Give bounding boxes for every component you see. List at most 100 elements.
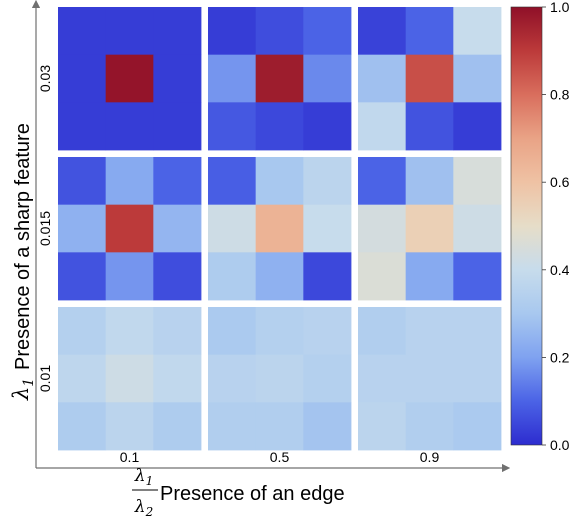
heatmap-cell	[153, 204, 202, 253]
heatmap-cell	[358, 157, 407, 206]
y-tick-label: 0.03	[37, 65, 53, 92]
colorbar-tick-label: 0.4	[550, 262, 570, 278]
heatmap-cell	[208, 307, 257, 356]
heatmap-cell	[255, 307, 304, 356]
heatmap-cell	[255, 402, 304, 451]
heatmap-cell	[453, 204, 502, 253]
heatmap-cell	[255, 157, 304, 206]
x-label-fraction-denominator: λ2	[134, 497, 153, 519]
y-axis-label: Presence of a sharp feature	[12, 123, 34, 370]
colorbar-ticks: 0.0 0.2 0.4 0.6 0.8 1.0	[542, 0, 570, 453]
colorbar-tick-label: 0.8	[550, 87, 570, 103]
heatmap-cell	[58, 402, 107, 451]
heatmap-cell	[303, 354, 352, 403]
x-tick-label: 0.1	[120, 449, 140, 465]
heatmap-cell	[105, 307, 154, 356]
heatmap-cell	[453, 402, 502, 451]
heatmap-cell	[358, 252, 407, 301]
heatmap-cell	[405, 157, 454, 206]
heatmap-cell	[58, 252, 107, 301]
heatmap-cell	[208, 204, 257, 253]
y-tick-label: 0.015	[37, 211, 53, 246]
x-tick-label: 0.9	[420, 449, 440, 465]
heatmap-cell	[58, 204, 107, 253]
heatmap-cell	[105, 204, 154, 253]
heatmap-cell	[358, 204, 407, 253]
heatmap-cell	[58, 354, 107, 403]
heatmap-cell	[208, 7, 257, 56]
heatmap-cell	[105, 7, 154, 56]
heatmap-cell	[303, 54, 352, 103]
heatmap-cell	[405, 402, 454, 451]
heatmap-cell	[208, 54, 257, 103]
heatmap-cell	[255, 204, 304, 253]
colorbar-tick-label: 0.2	[550, 349, 570, 365]
heatmap-cell	[303, 204, 352, 253]
heatmap-cell	[105, 54, 154, 103]
heatmap-cell	[303, 157, 352, 206]
x-label-fraction-numerator: λ1	[134, 466, 153, 488]
heatmap-cell	[255, 54, 304, 103]
heatmap-cell	[405, 354, 454, 403]
heatmap-cell	[153, 252, 202, 301]
heatmap-cell	[105, 157, 154, 206]
heatmap-cell	[105, 402, 154, 451]
heatmap-cell	[58, 54, 107, 103]
heatmap-cell	[358, 54, 407, 103]
heatmap-cell	[303, 102, 352, 151]
heatmap-cell	[358, 402, 407, 451]
x-tick-label: 0.5	[270, 449, 290, 465]
heatmap-cell	[405, 7, 454, 56]
heatmap-cell	[153, 354, 202, 403]
heatmap-cell	[405, 252, 454, 301]
heatmap-cell	[405, 307, 454, 356]
heatmap-cell	[208, 402, 257, 451]
tick-labels: 0.1 0.5 0.9 0.03 0.015 0.01	[37, 65, 439, 465]
heatmap-cell	[153, 307, 202, 356]
heatmap-cell	[453, 157, 502, 206]
heatmap-cell	[453, 252, 502, 301]
heatmap-cell	[303, 402, 352, 451]
heatmap-cell	[153, 7, 202, 56]
heatmap-cell	[453, 54, 502, 103]
heatmap-cell	[358, 7, 407, 56]
heatmap-cell	[153, 402, 202, 451]
heatmap-cell	[208, 102, 257, 151]
colorbar-tick-label: 0.6	[550, 174, 570, 190]
heatmap-cell	[58, 7, 107, 56]
heatmap-cell	[358, 102, 407, 151]
heatmap-cell	[58, 157, 107, 206]
colorbar-tick-label: 1.0	[550, 0, 570, 15]
heatmap-cell	[303, 252, 352, 301]
heatmap-cell	[153, 102, 202, 151]
heatmap-cell	[405, 102, 454, 151]
heatmap-cell	[255, 354, 304, 403]
heatmap-cell	[405, 54, 454, 103]
heatmap-cell	[105, 102, 154, 151]
heatmap-cell	[405, 204, 454, 253]
heatmap-cell	[208, 252, 257, 301]
heatmap-cell	[208, 354, 257, 403]
heatmap-cell	[105, 252, 154, 301]
y-label-lambda: λ1	[9, 378, 37, 401]
heatmap-cell	[255, 102, 304, 151]
colorbar-tick-label: 0.0	[550, 437, 570, 453]
heatmap-cell	[153, 54, 202, 103]
heatmap-cell	[453, 307, 502, 356]
y-tick-label: 0.01	[37, 365, 53, 392]
heatmap-cell	[58, 102, 107, 151]
heatmap-cell	[255, 252, 304, 301]
x-axis-label: Presence of an edge	[160, 483, 345, 505]
heatmap-cell	[303, 307, 352, 356]
heatmap-cell	[208, 157, 257, 206]
heatmap-cell	[453, 7, 502, 56]
colorbar	[510, 6, 543, 446]
heatmap-cell	[58, 307, 107, 356]
heatmap-cell	[255, 7, 304, 56]
heatmap-cell	[153, 157, 202, 206]
heatmap-blocks	[58, 7, 502, 451]
heatmap-cell	[453, 102, 502, 151]
heatmap-cell	[105, 354, 154, 403]
heatmap-cell	[303, 7, 352, 56]
